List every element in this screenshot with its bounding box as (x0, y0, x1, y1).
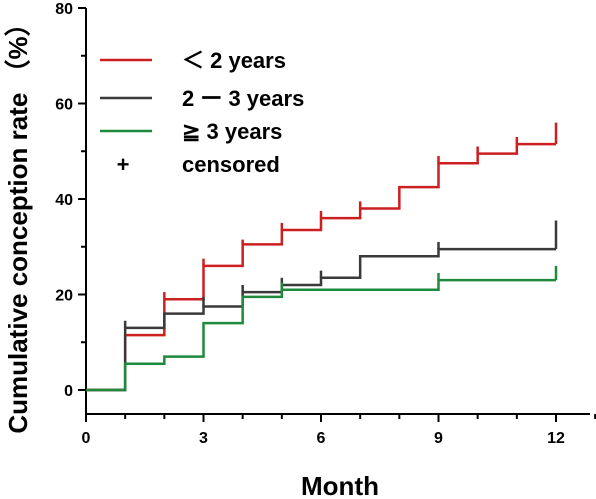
x-tick-label: 9 (434, 430, 443, 447)
series-group (86, 122, 558, 392)
x-tick-label: 12 (547, 430, 565, 447)
y-axis-title: Cumulative conception rate （%） (3, 10, 33, 433)
legend-label-1: ＜ 2 years (182, 48, 286, 73)
step-curve (86, 142, 556, 392)
legend-label-3: ≧ 3 years (182, 119, 282, 144)
y-tick-label: 40 (55, 192, 73, 209)
step-curve (86, 247, 556, 392)
y-tick-label: 80 (55, 1, 73, 18)
x-tick-label: 0 (82, 430, 91, 447)
legend-censored-label: censored (182, 152, 280, 177)
series-3 (86, 265, 558, 392)
step-curve (86, 278, 556, 392)
axes (85, 8, 590, 415)
legend: ＜ 2 years 2 ー 3 years ≧ 3 years + censored (100, 48, 304, 177)
x-tick-label: 3 (199, 430, 208, 447)
y-ticks: 0 20 40 60 80 (55, 1, 86, 400)
y-tick-label: 60 (55, 97, 73, 114)
x-ticks: 0 3 6 9 12 (82, 414, 596, 447)
x-tick-label: 6 (317, 430, 326, 447)
y-tick-label: 20 (55, 288, 73, 305)
y-tick-label: 0 (64, 383, 73, 400)
legend-label-2: 2 ー 3 years (182, 86, 304, 111)
x-axis-title: Month (301, 471, 379, 499)
legend-censored-marker: + (117, 152, 130, 177)
series-1 (86, 122, 558, 392)
